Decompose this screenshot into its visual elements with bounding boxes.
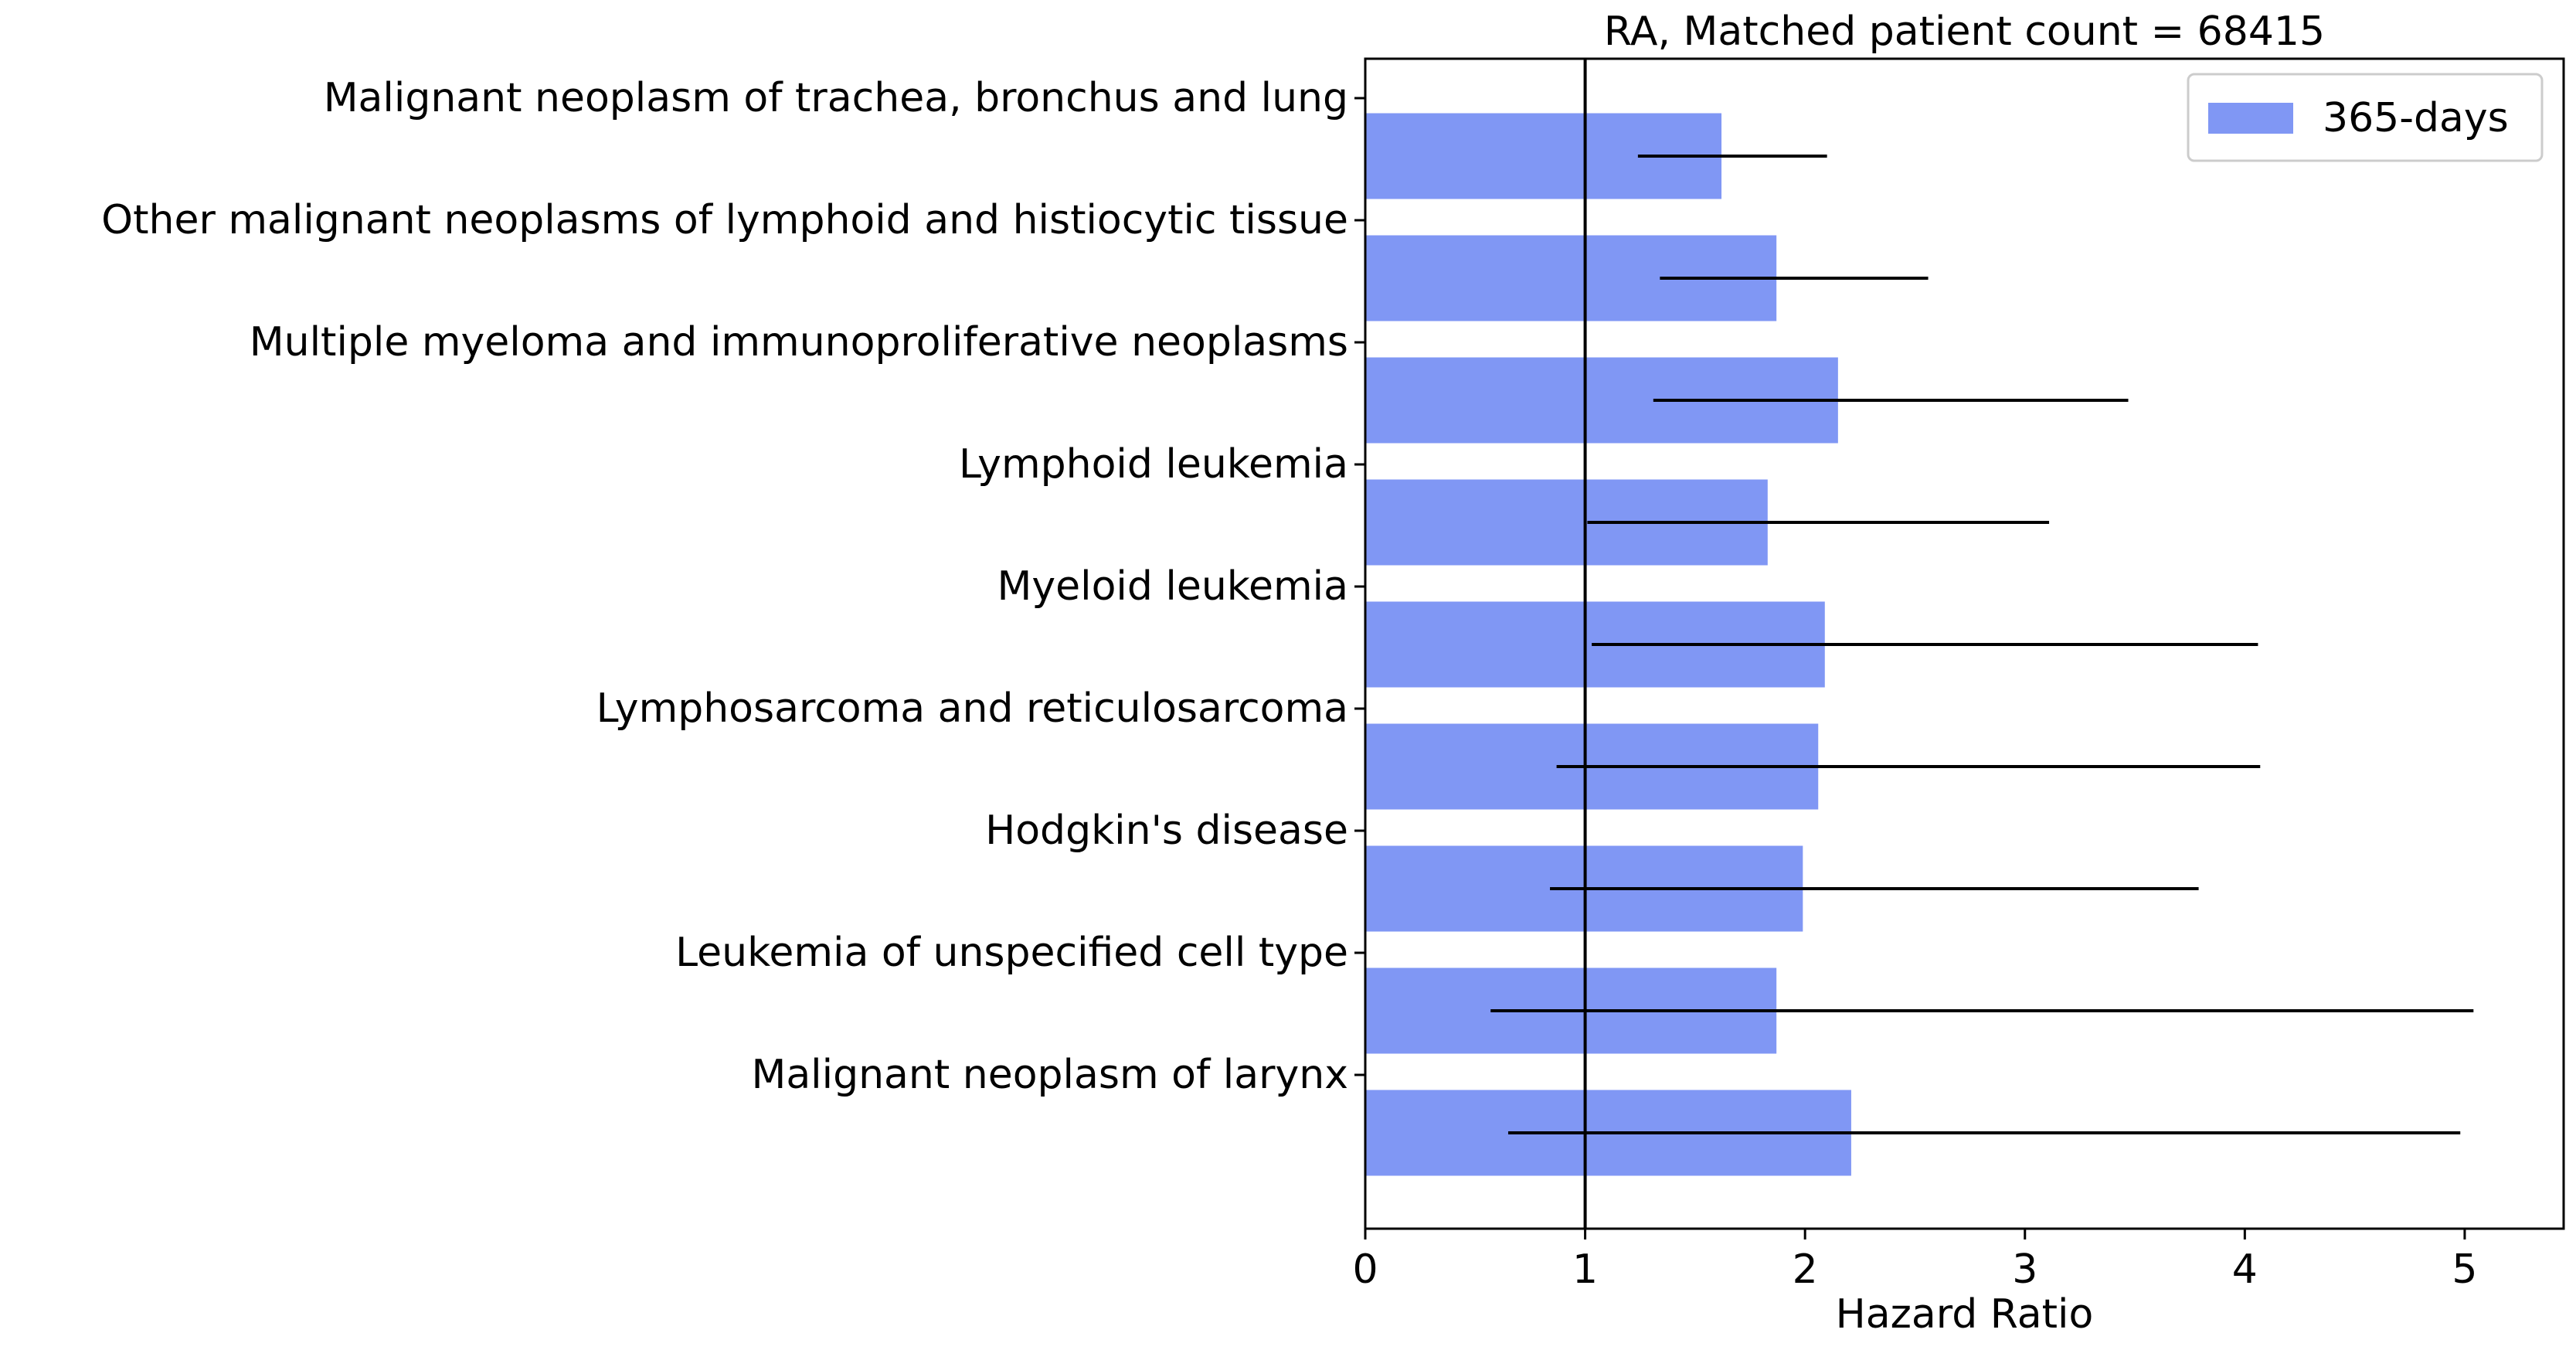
category-label: Other malignant neoplasms of lymphoid an… bbox=[101, 197, 1348, 243]
category-label: Lymphoid leukemia bbox=[959, 441, 1348, 488]
x-tick-label: 2 bbox=[1793, 1246, 1818, 1293]
category-label: Hodgkin's disease bbox=[985, 808, 1348, 854]
legend-label: 365-days bbox=[2323, 95, 2509, 141]
category-label: Malignant neoplasm of trachea, bronchus … bbox=[324, 75, 1348, 121]
x-axis-ticks: 0 1 2 3 4 5 bbox=[1352, 1229, 2477, 1293]
x-axis-label: Hazard Ratio bbox=[1836, 1291, 2094, 1338]
category-label: Malignant neoplasm of larynx bbox=[751, 1052, 1348, 1098]
x-tick-label: 4 bbox=[2232, 1246, 2258, 1293]
x-tick-label: 0 bbox=[1352, 1246, 1378, 1293]
legend: 365-days bbox=[2187, 73, 2544, 162]
x-tick-label: 3 bbox=[2012, 1246, 2037, 1293]
y-axis-ticks: Malignant neoplasm of trachea, bronchus … bbox=[101, 75, 1365, 1098]
legend-box bbox=[2187, 73, 2544, 162]
x-tick-label: 1 bbox=[1572, 1246, 1598, 1293]
chart-title: RA, Matched patient count = 68415 bbox=[1604, 9, 2325, 55]
legend-swatch bbox=[2208, 103, 2293, 134]
category-label: Myeloid leukemia bbox=[997, 563, 1349, 610]
x-tick-label: 5 bbox=[2452, 1246, 2477, 1293]
error-bars-group bbox=[1490, 155, 2474, 1134]
category-label: Leukemia of unspecified cell type bbox=[675, 930, 1348, 976]
category-label: Multiple myeloma and immunoproliferative… bbox=[250, 319, 1348, 366]
plot-frame bbox=[1364, 57, 2565, 1230]
category-label: Lymphosarcoma and reticulosarcoma bbox=[596, 685, 1348, 732]
